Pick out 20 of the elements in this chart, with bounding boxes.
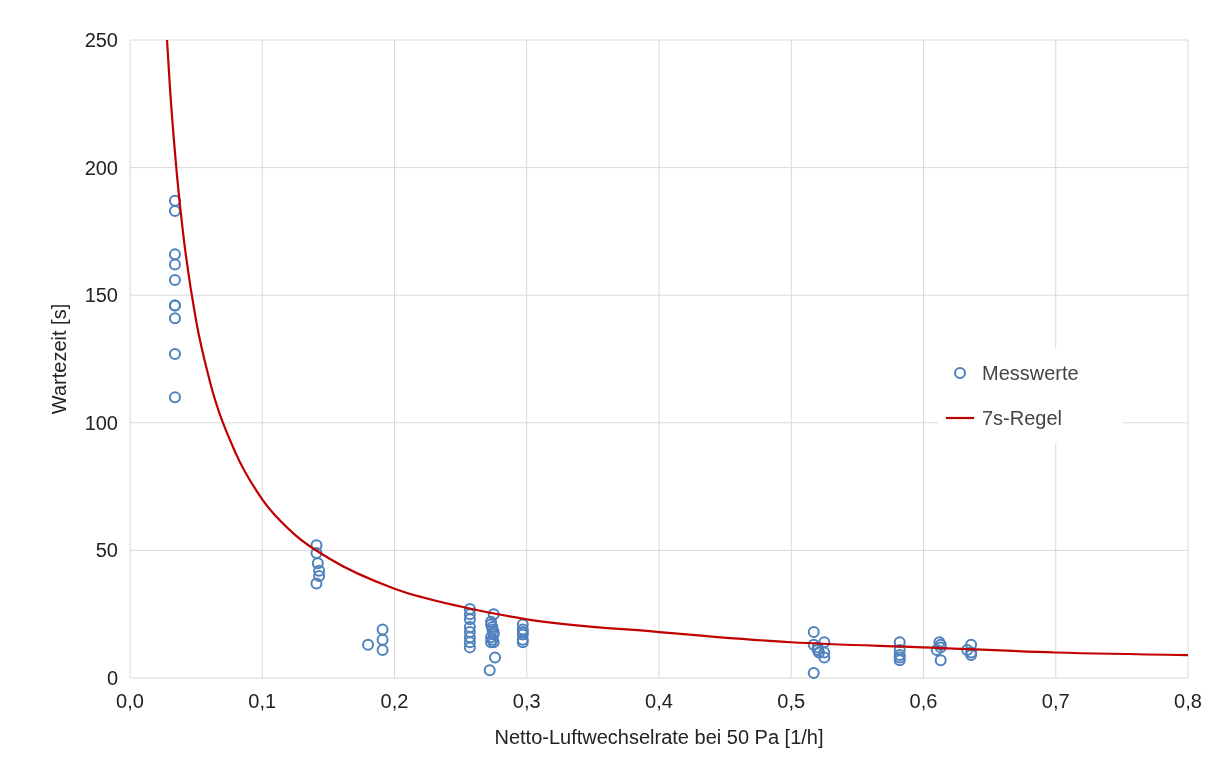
legend-label: 7s-Regel — [982, 407, 1063, 429]
y-tick-label: 200 — [84, 156, 118, 179]
x-tick-label: 0,4 — [645, 690, 673, 712]
x-tick-label: 0,7 — [1041, 690, 1070, 712]
y-tick-label: 50 — [95, 539, 118, 562]
x-tick-label: 0,5 — [777, 690, 806, 712]
x-axis-title: Netto-Luftwechselrate bei 50 Pa [1/h] — [494, 726, 824, 748]
x-tick-label: 0,3 — [512, 690, 541, 712]
line-series — [165, 38, 1190, 657]
legend-label: Messwerte — [982, 362, 1079, 384]
x-tick-label: 0,2 — [380, 690, 409, 712]
y-tick-label: 150 — [84, 284, 118, 307]
y-tick-label: 0 — [106, 667, 118, 689]
x-tick-label: 0,0 — [116, 690, 144, 712]
x-tick-label: 0,8 — [1174, 690, 1202, 712]
y-axis-title: Wartezeit [s] — [48, 303, 70, 415]
y-tick-label: 250 — [84, 29, 118, 51]
x-tick-label: 0,6 — [909, 690, 938, 712]
y-tick-label: 100 — [84, 411, 118, 434]
x-tick-label: 0,1 — [248, 690, 277, 712]
